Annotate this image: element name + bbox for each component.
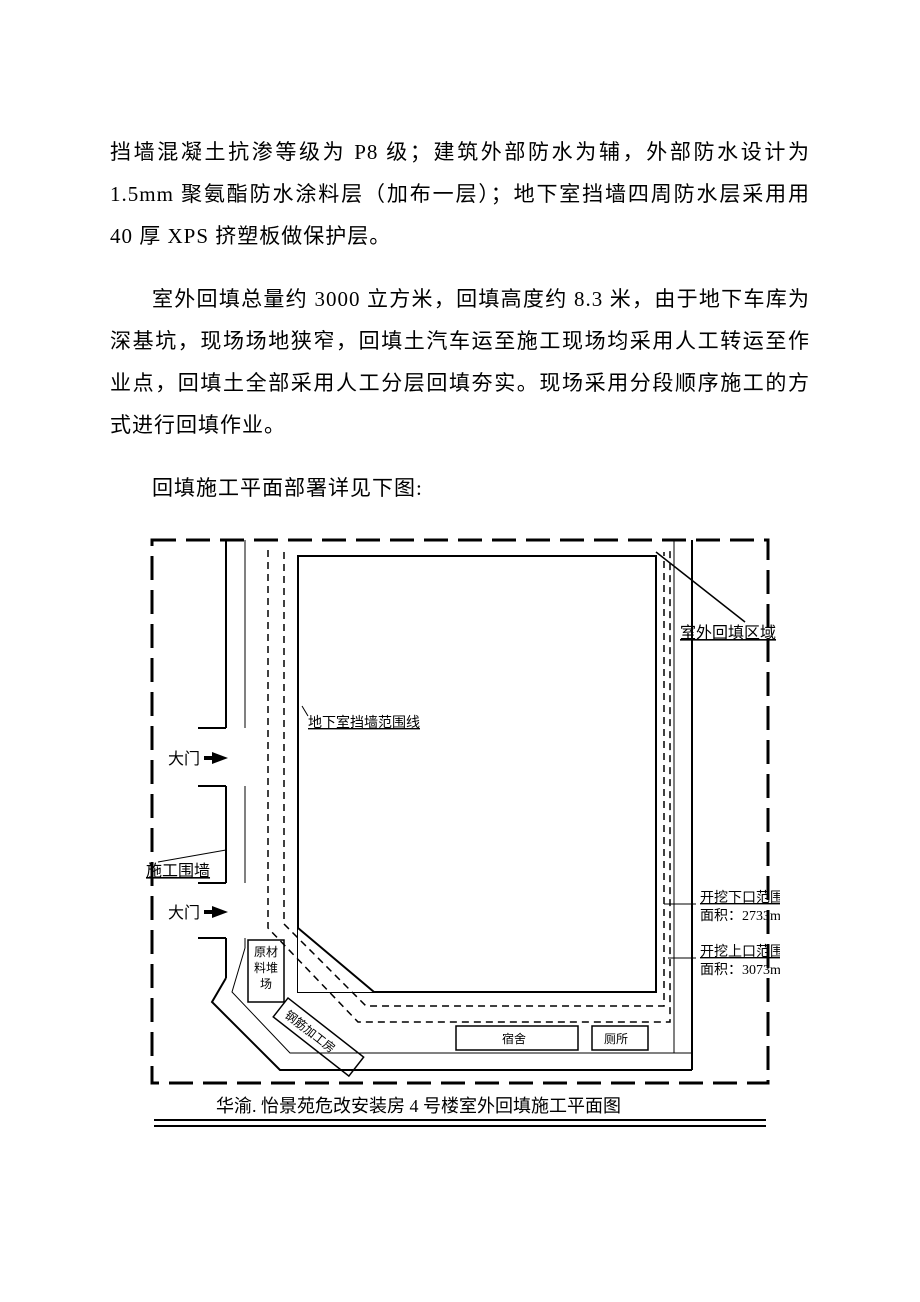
paragraph-1: 挡墙混凝土抗渗等级为 P8 级；建筑外部防水为辅，外部防水设计为 1.5mm 聚… [110, 131, 810, 257]
raw-material-line1: 原材 [254, 945, 278, 959]
callout-basement-wall-line: 地下室挡墙范围线 [308, 714, 420, 731]
document-page: 挡墙混凝土抗渗等级为 P8 级；建筑外部防水为辅，外部防水设计为 1.5mm 聚… [0, 0, 920, 1302]
site-plan-svg: 室外回填区域 施工围墙 [140, 530, 780, 1150]
toilet-label: 厕所 [604, 1032, 628, 1046]
callout-exc-bottom-line2: 面积：2733m² [700, 908, 780, 924]
dorm-label: 宿舍 [502, 1031, 526, 1046]
gate-label-1: 大门 [168, 750, 200, 768]
figure-caption: 华渝. 怡景苑危改安装房 4 号楼室外回填施工平面图 [216, 1096, 621, 1116]
raw-material-line2: 料堆 [254, 961, 278, 975]
paragraph-3: 回填施工平面部署详见下图: [110, 467, 810, 509]
callout-exc-top-line1: 开挖上口范围线 [700, 943, 780, 960]
raw-material-line3: 场 [260, 977, 272, 991]
gate-arrow-2 [212, 906, 228, 918]
paragraph-2: 室外回填总量约 3000 立方米，回填高度约 8.3 米，由于地下车库为深基坑，… [110, 278, 810, 446]
callout-exc-bottom-line1: 开挖下口范围线 [700, 889, 780, 906]
callout-exc-top-line2: 面积：3073m² [700, 962, 780, 978]
gate-arrow-1 [212, 752, 228, 764]
gate-label-2: 大门 [168, 904, 200, 922]
callout-outdoor-backfill-area: 室外回填区域 [680, 624, 776, 642]
site-plan-figure: 室外回填区域 施工围墙 [110, 530, 810, 1150]
callout-construction-fence: 施工围墙 [146, 862, 210, 880]
